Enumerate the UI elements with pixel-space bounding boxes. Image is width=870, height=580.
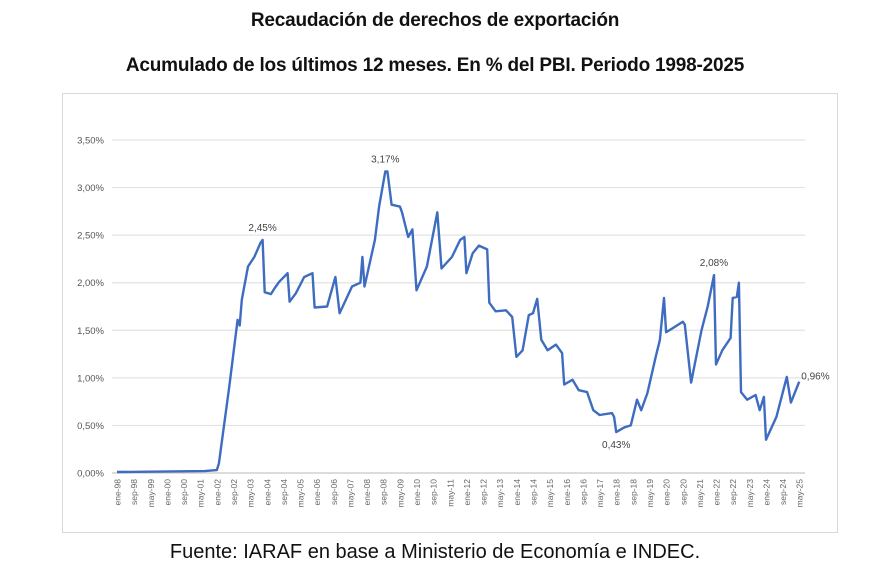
data-label: 2,08%: [700, 258, 728, 269]
series-line: [116, 170, 801, 474]
x-tick-label: ene-18: [612, 479, 622, 506]
x-tick-label: may-23: [745, 479, 755, 508]
x-tick-label: may-07: [345, 479, 355, 508]
x-tick-label: ene-20: [662, 479, 672, 506]
y-tick-label: 3,50%: [77, 136, 104, 147]
x-tick-label: sep-06: [329, 479, 339, 505]
source-note: Fuente: IARAF en base a Ministerio de Ec…: [169, 541, 701, 563]
y-tick-label: 2,50%: [77, 231, 104, 242]
x-tick-label: sep-98: [129, 479, 139, 505]
x-tick-label: ene-16: [562, 479, 572, 506]
x-tick-label: may-19: [645, 479, 655, 508]
x-tick-label: may-01: [196, 479, 206, 508]
x-tick-label: may-17: [595, 479, 605, 508]
chart-title: Recaudación de derechos de exportación: [250, 10, 620, 31]
y-tick-label: 1,00%: [77, 373, 104, 384]
x-tick-label: sep-08: [379, 479, 389, 505]
x-tick-label: sep-20: [678, 479, 688, 505]
x-tick-label: sep-02: [229, 479, 239, 505]
x-tick-label: sep-12: [479, 479, 489, 505]
x-tick-label: sep-00: [179, 479, 189, 505]
x-tick-label: ene-12: [462, 479, 472, 506]
x-tick-label: ene-02: [212, 479, 222, 506]
x-tick-label: ene-10: [412, 479, 422, 506]
data-label: 3,17%: [371, 154, 399, 165]
x-tick-label: sep-22: [728, 479, 738, 505]
x-tick-label: ene-08: [362, 479, 372, 506]
x-tick-label: ene-14: [512, 479, 522, 506]
x-tick-label: sep-16: [578, 479, 588, 505]
x-tick-label: may-25: [795, 479, 805, 508]
x-tick-label: may-21: [695, 479, 705, 508]
y-tick-label: 2,00%: [77, 278, 104, 289]
x-tick-label: sep-14: [529, 479, 539, 505]
x-tick-label: ene-06: [312, 479, 322, 506]
x-tick-label: may-15: [545, 479, 555, 508]
x-tick-label: ene-22: [712, 479, 722, 506]
x-tick-label: sep-04: [279, 479, 289, 505]
y-tick-label: 1,50%: [77, 326, 104, 337]
x-tick-label: may-03: [246, 479, 256, 508]
x-tick-label: sep-10: [429, 479, 439, 505]
data-label: 0,96%: [801, 372, 829, 383]
data-label: 0,43%: [602, 440, 630, 451]
x-tick-label: may-09: [395, 479, 405, 508]
x-tick-label: ene-98: [113, 479, 123, 506]
x-tick-label: ene-24: [761, 479, 771, 506]
y-tick-label: 0,00%: [77, 469, 104, 480]
x-tick-label: may-11: [445, 479, 455, 507]
x-tick-label: ene-00: [162, 479, 172, 506]
y-tick-label: 3,00%: [77, 183, 104, 194]
x-tick-label: ene-04: [262, 479, 272, 506]
y-tick-label: 0,50%: [77, 421, 104, 432]
x-tick-label: may-13: [495, 479, 505, 508]
x-tick-label: may-05: [296, 479, 306, 508]
x-tick-label: sep-24: [778, 479, 788, 505]
x-tick-label: sep-18: [628, 479, 638, 505]
data-label: 2,45%: [248, 223, 276, 234]
x-tick-label: may-99: [146, 479, 156, 508]
chart-subtitle: Acumulado de los últimos 12 meses. En % …: [125, 55, 745, 76]
chart-frame: [62, 93, 838, 533]
